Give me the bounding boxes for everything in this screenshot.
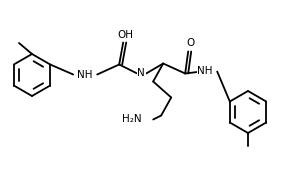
Text: H₂N: H₂N — [122, 114, 141, 124]
Text: N: N — [137, 69, 145, 78]
Text: O: O — [186, 38, 194, 48]
Text: OH: OH — [117, 30, 133, 40]
Text: NH: NH — [198, 67, 213, 77]
Text: NH: NH — [77, 69, 93, 80]
